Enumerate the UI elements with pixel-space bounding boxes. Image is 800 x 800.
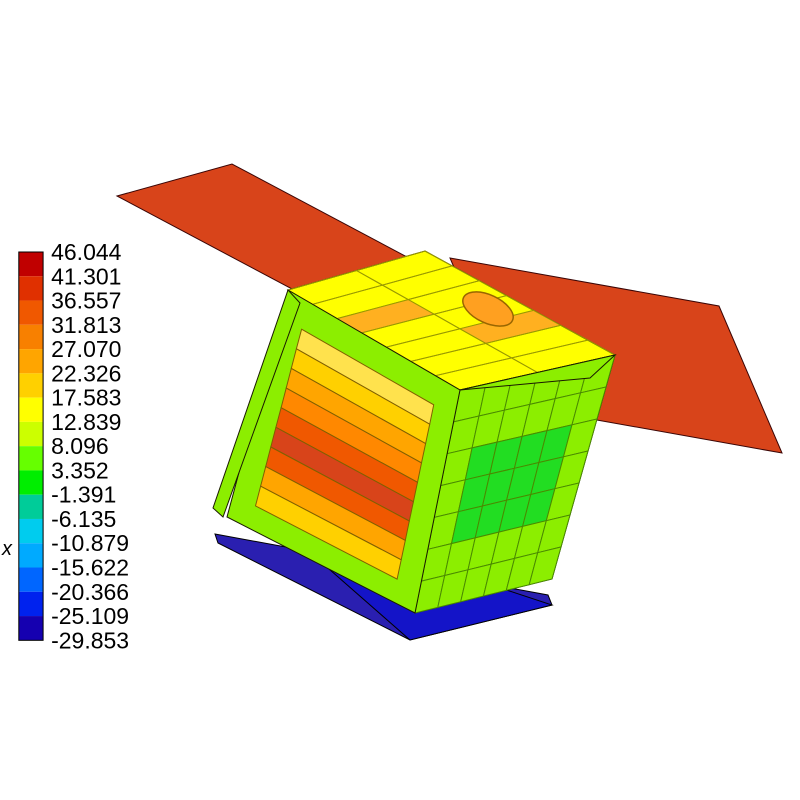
- svg-text:31.813: 31.813: [51, 312, 121, 338]
- svg-text:x: x: [1, 538, 13, 560]
- svg-text:-10.879: -10.879: [51, 530, 129, 556]
- svg-text:-6.135: -6.135: [51, 506, 116, 532]
- svg-text:-20.366: -20.366: [51, 579, 129, 605]
- svg-text:22.326: 22.326: [51, 360, 121, 386]
- svg-text:-15.622: -15.622: [51, 555, 129, 581]
- svg-text:46.044: 46.044: [51, 239, 122, 265]
- svg-text:-25.109: -25.109: [51, 603, 129, 629]
- svg-text:27.070: 27.070: [51, 336, 121, 362]
- svg-text:36.557: 36.557: [51, 288, 121, 314]
- svg-text:-1.391: -1.391: [51, 482, 116, 508]
- svg-text:17.583: 17.583: [51, 385, 121, 411]
- svg-text:12.839: 12.839: [51, 409, 121, 435]
- svg-text:8.096: 8.096: [51, 433, 109, 459]
- svg-text:41.301: 41.301: [51, 263, 121, 289]
- svg-text:3.352: 3.352: [51, 457, 109, 483]
- svg-text:-29.853: -29.853: [51, 627, 129, 653]
